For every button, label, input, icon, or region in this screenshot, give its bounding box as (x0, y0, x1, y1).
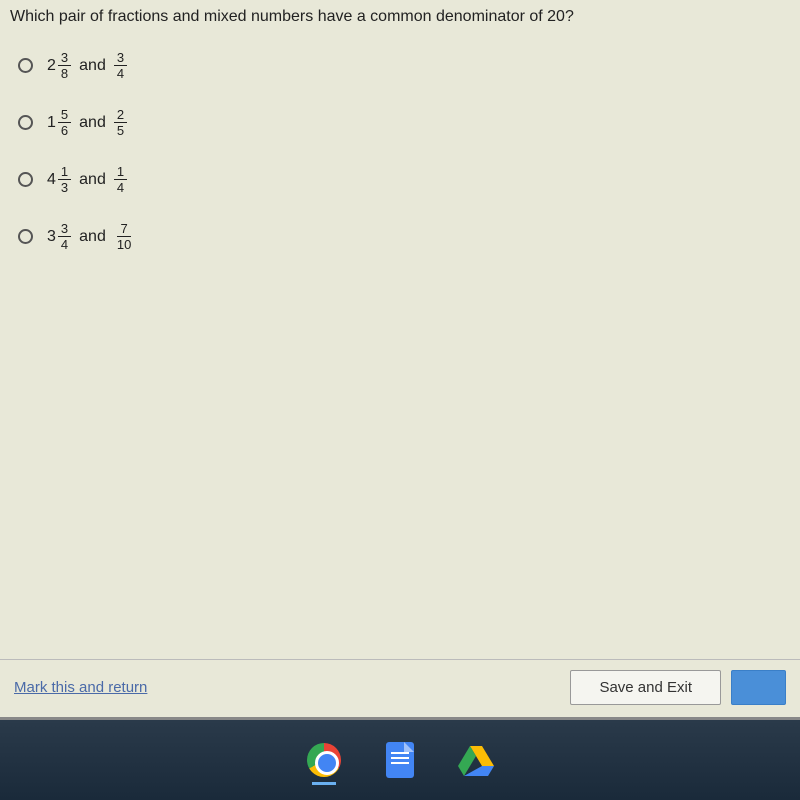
option-row[interactable]: 4 1 3 and 1 4 (10, 165, 790, 194)
question-area: Which pair of fractions and mixed number… (0, 0, 800, 287)
radio-icon[interactable] (18, 115, 33, 130)
fraction: 7 10 (114, 222, 134, 251)
and-text: and (79, 228, 106, 246)
option-row[interactable]: 3 3 4 and 7 10 (10, 222, 790, 251)
button-group: Save and Exit (570, 670, 786, 705)
fraction: 1 3 (58, 165, 71, 194)
radio-icon[interactable] (18, 58, 33, 73)
fraction: 2 5 (114, 108, 127, 137)
fraction: 1 4 (114, 165, 127, 194)
whole-number: 2 (47, 57, 56, 75)
option-row[interactable]: 2 3 8 and 3 4 (10, 51, 790, 80)
option-expression: 4 1 3 and 1 4 (47, 165, 127, 194)
and-text: and (79, 171, 106, 189)
chrome-icon[interactable] (305, 741, 343, 779)
whole-number: 1 (47, 114, 56, 132)
whole-number: 4 (47, 171, 56, 189)
whole-number: 3 (47, 228, 56, 246)
mark-return-link[interactable]: Mark this and return (14, 679, 147, 696)
save-exit-button[interactable]: Save and Exit (570, 670, 721, 705)
fraction: 3 4 (58, 222, 71, 251)
radio-icon[interactable] (18, 172, 33, 187)
docs-icon[interactable] (381, 741, 419, 779)
option-expression: 3 3 4 and 7 10 (47, 222, 134, 251)
and-text: and (79, 57, 106, 75)
next-button[interactable] (731, 670, 786, 705)
option-row[interactable]: 1 5 6 and 2 5 (10, 108, 790, 137)
footer-bar: Mark this and return Save and Exit (0, 659, 800, 714)
taskbar (0, 720, 800, 800)
quiz-screen: Which pair of fractions and mixed number… (0, 0, 800, 720)
and-text: and (79, 114, 106, 132)
fraction: 5 6 (58, 108, 71, 137)
drive-icon[interactable] (457, 741, 495, 779)
option-expression: 1 5 6 and 2 5 (47, 108, 127, 137)
question-text: Which pair of fractions and mixed number… (10, 8, 790, 26)
fraction: 3 4 (114, 51, 127, 80)
fraction: 3 8 (58, 51, 71, 80)
radio-icon[interactable] (18, 229, 33, 244)
option-expression: 2 3 8 and 3 4 (47, 51, 127, 80)
